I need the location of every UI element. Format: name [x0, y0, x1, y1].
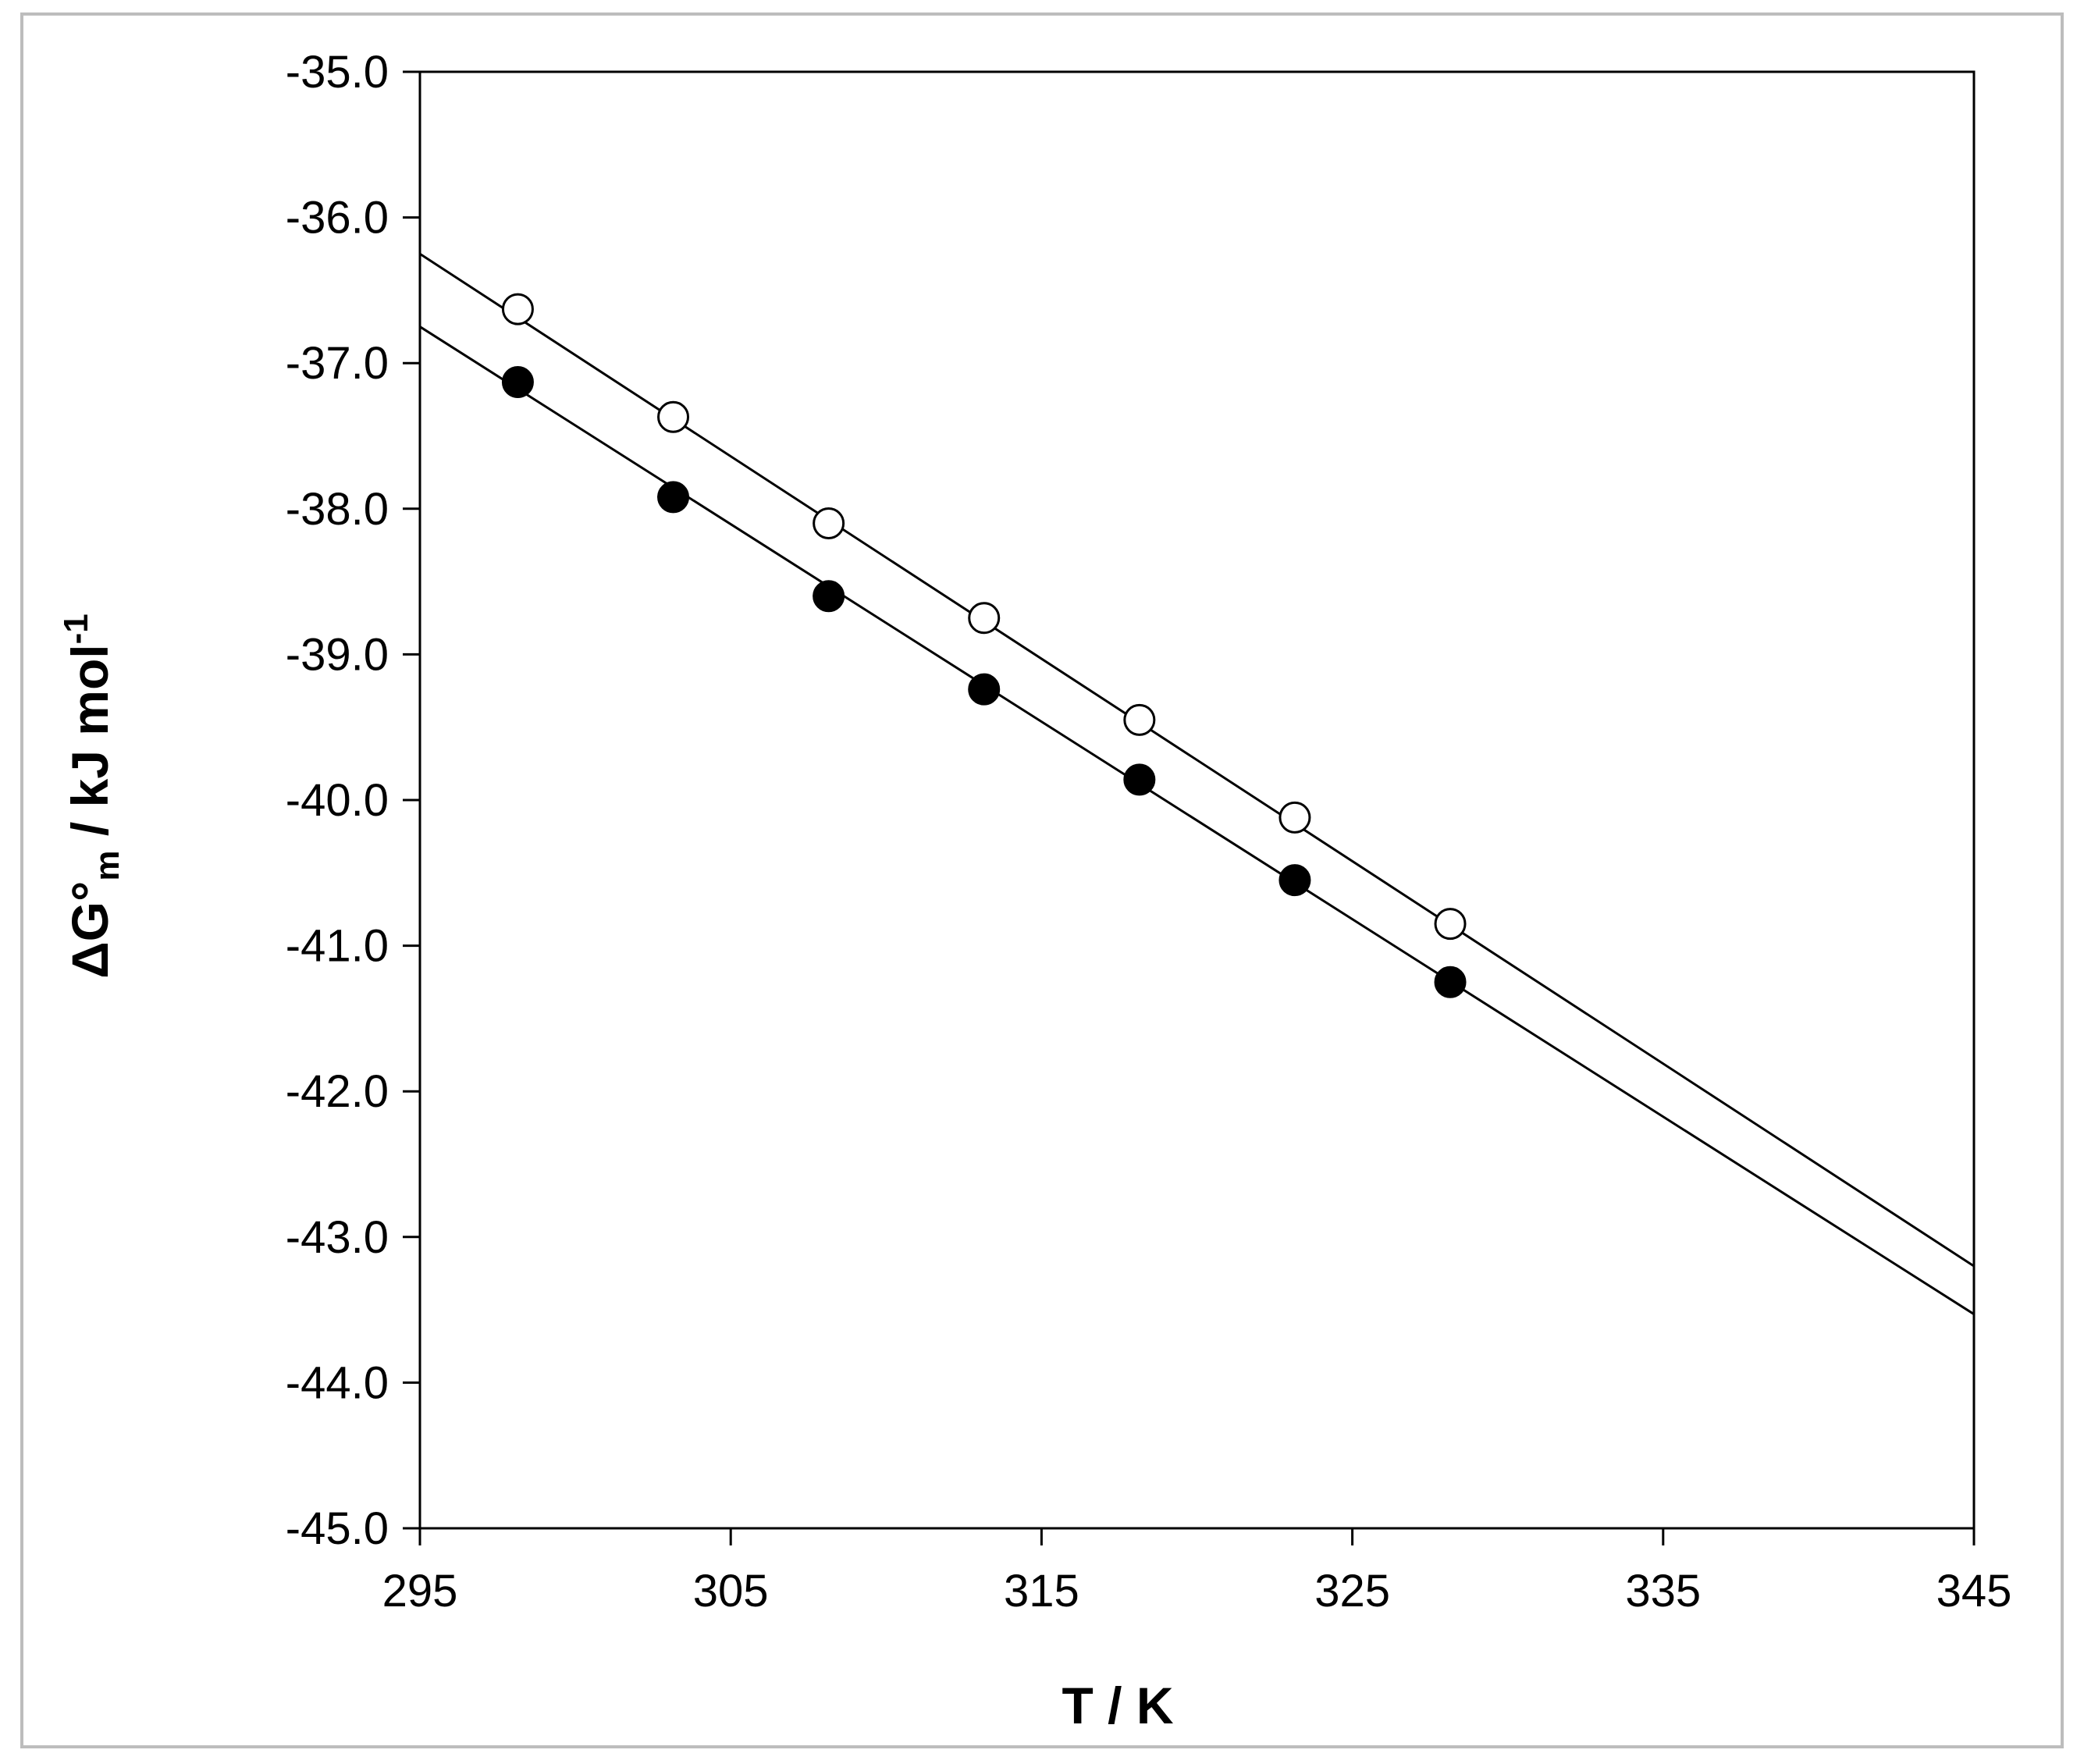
y-tick-label: -38.0	[286, 484, 389, 535]
y-tick-label: -40.0	[286, 775, 389, 826]
plot-area-border	[418, 70, 1976, 1530]
y-tick-label: -45.0	[286, 1503, 389, 1554]
x-tick-label: 335	[1625, 1566, 1701, 1616]
y-tick-labels: -35.0 -36.0 -37.0 -38.0 -39.0 -40.0 -41.0 -42.0…	[286, 47, 420, 1554]
data-markers	[501, 293, 1467, 998]
y-axis-label-superscript: -1	[57, 613, 95, 644]
y-tick-label: -44.0	[286, 1357, 389, 1408]
series-1-point	[813, 580, 845, 613]
y-axis-label-subscript: m	[88, 850, 126, 880]
y-tick-label: -41.0	[286, 921, 389, 972]
series-1-point	[1434, 966, 1467, 998]
x-tick-label: 345	[1936, 1566, 2012, 1616]
x-tick-label: 305	[693, 1566, 769, 1616]
y-tick-label: -39.0	[286, 629, 389, 680]
y-tick-label: -36.0	[286, 193, 389, 244]
x-axis-label: T / K	[1062, 1677, 1174, 1734]
series-0-point	[657, 400, 690, 433]
figure-frame	[20, 12, 2064, 1748]
series-0-point	[1434, 908, 1467, 941]
y-tick-label: -42.0	[286, 1066, 389, 1117]
x-tick-label: 325	[1314, 1566, 1390, 1616]
y-axis-label-units: / kJ mol	[61, 644, 119, 850]
series-1-point	[501, 365, 534, 398]
series-1-point	[968, 673, 1001, 706]
y-axis-label-main: ΔG°	[61, 881, 119, 979]
series-0-point	[1123, 703, 1156, 736]
x-tick-label: 315	[1004, 1566, 1079, 1616]
y-tick-label: -35.0	[286, 47, 389, 98]
series-1-point	[1278, 864, 1311, 897]
series-1-point	[1123, 763, 1156, 796]
series-1-point	[657, 481, 690, 514]
y-axis-label: ΔG°m / kJ mol-1	[57, 613, 126, 979]
series-0-point	[968, 602, 1001, 635]
x-tick-label: 295	[382, 1566, 458, 1616]
series-0-point	[501, 293, 534, 325]
x-tick-labels: 295 305 315 325 335 345	[382, 1528, 2012, 1616]
series-0-point	[1278, 801, 1311, 834]
series-0-point	[813, 507, 845, 539]
y-tick-label: -37.0	[286, 338, 389, 389]
y-tick-label: -43.0	[286, 1212, 389, 1263]
